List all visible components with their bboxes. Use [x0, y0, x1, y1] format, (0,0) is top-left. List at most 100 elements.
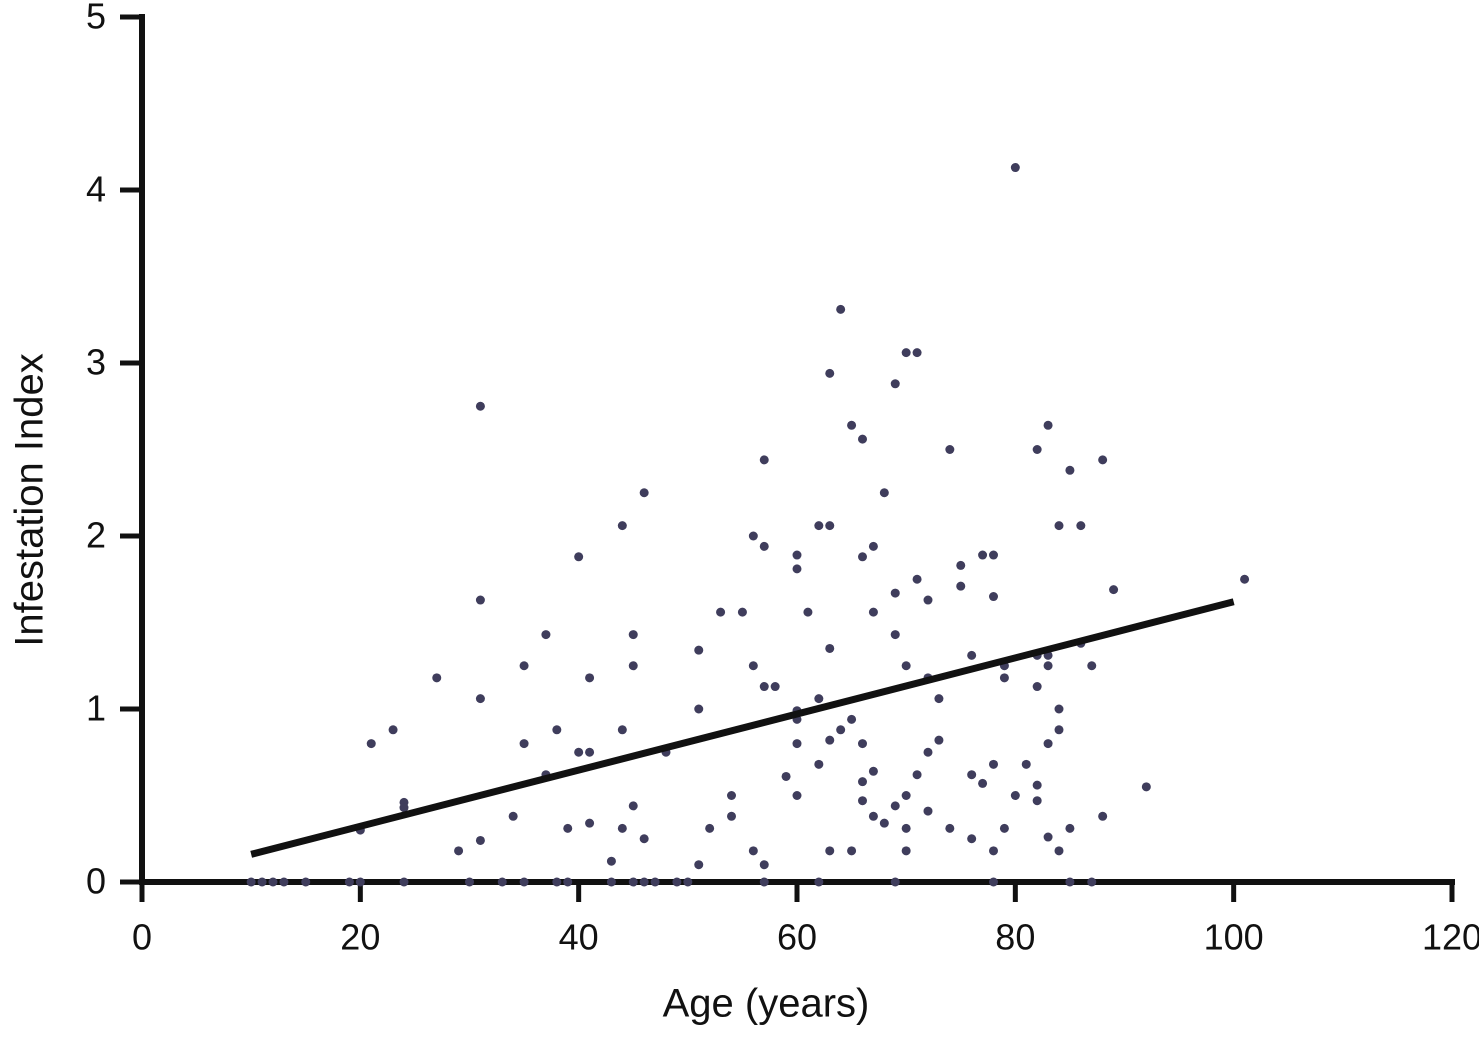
- point: [901, 661, 911, 671]
- point: [748, 661, 758, 671]
- x-tick-label: 60: [777, 917, 817, 958]
- x-tick-label: 120: [1422, 917, 1479, 958]
- point: [934, 735, 944, 745]
- point: [759, 877, 769, 887]
- point: [945, 823, 955, 833]
- point: [759, 860, 769, 870]
- y-tick-label: 4: [86, 169, 106, 210]
- point: [803, 607, 813, 617]
- y-tick-label: 5: [86, 0, 106, 37]
- point: [1141, 782, 1151, 792]
- x-axis-label: Age (years): [663, 982, 870, 1026]
- point: [497, 877, 507, 887]
- point: [748, 531, 758, 541]
- point: [956, 581, 966, 591]
- point: [737, 607, 747, 617]
- point: [617, 725, 627, 735]
- y-tick-label: 2: [86, 515, 106, 556]
- point: [814, 759, 824, 769]
- point: [879, 818, 889, 828]
- point: [606, 856, 616, 866]
- point: [454, 846, 464, 856]
- point: [639, 488, 649, 498]
- point: [672, 877, 682, 887]
- point: [879, 488, 889, 498]
- fit-line: [250, 598, 1235, 858]
- point: [858, 552, 867, 562]
- point: [890, 801, 900, 811]
- point: [628, 801, 638, 811]
- y-tick-label: 3: [86, 342, 106, 383]
- point: [388, 725, 398, 735]
- point: [399, 803, 409, 813]
- point: [978, 550, 988, 560]
- point: [836, 304, 846, 314]
- point: [825, 846, 835, 856]
- point: [1032, 780, 1042, 790]
- point: [868, 811, 878, 821]
- point: [694, 704, 704, 714]
- point: [552, 877, 562, 887]
- point: [366, 739, 376, 749]
- point: [617, 823, 627, 833]
- point: [541, 630, 551, 640]
- point: [519, 877, 529, 887]
- point: [759, 541, 769, 551]
- point: [759, 455, 769, 465]
- point: [1054, 725, 1064, 735]
- point: [781, 771, 791, 781]
- point: [945, 445, 955, 454]
- point: [989, 592, 998, 602]
- point: [1043, 832, 1053, 842]
- y-tick-label: 0: [86, 861, 106, 902]
- point: [847, 846, 857, 856]
- point: [585, 747, 595, 757]
- point: [912, 348, 922, 358]
- point: [355, 877, 365, 887]
- point: [1087, 877, 1097, 887]
- point: [858, 796, 867, 806]
- point: [989, 550, 998, 560]
- point: [1098, 811, 1108, 821]
- point: [1043, 420, 1053, 430]
- point: [1054, 704, 1064, 714]
- point: [465, 877, 474, 887]
- point: [574, 552, 584, 562]
- point: [792, 564, 802, 574]
- point: [628, 661, 638, 671]
- point: [1032, 445, 1042, 454]
- y-tick-label: 1: [86, 688, 106, 729]
- point: [519, 661, 529, 671]
- x-tick-label: 20: [340, 917, 380, 958]
- point: [868, 766, 878, 776]
- point: [1043, 661, 1053, 671]
- point: [901, 846, 911, 856]
- point: [1087, 661, 1097, 671]
- x-tick-label: 40: [559, 917, 599, 958]
- point: [825, 368, 835, 378]
- point: [1076, 521, 1086, 531]
- point: [585, 818, 595, 828]
- point: [1098, 455, 1108, 465]
- point: [1065, 465, 1075, 475]
- point: [814, 877, 824, 887]
- x-tick-label: 0: [132, 917, 152, 958]
- point: [956, 560, 966, 570]
- point: [1240, 574, 1250, 584]
- point: [257, 877, 267, 887]
- point: [1043, 739, 1053, 749]
- point: [246, 877, 256, 887]
- point: [1010, 163, 1020, 173]
- point: [1032, 796, 1042, 806]
- point: [475, 401, 485, 411]
- point: [901, 823, 911, 833]
- point: [694, 645, 704, 655]
- point: [1054, 521, 1064, 531]
- point: [934, 694, 944, 704]
- point: [847, 420, 857, 430]
- point: [967, 770, 977, 780]
- point: [617, 521, 627, 531]
- point: [552, 725, 562, 735]
- point: [814, 521, 824, 531]
- point: [1109, 585, 1119, 595]
